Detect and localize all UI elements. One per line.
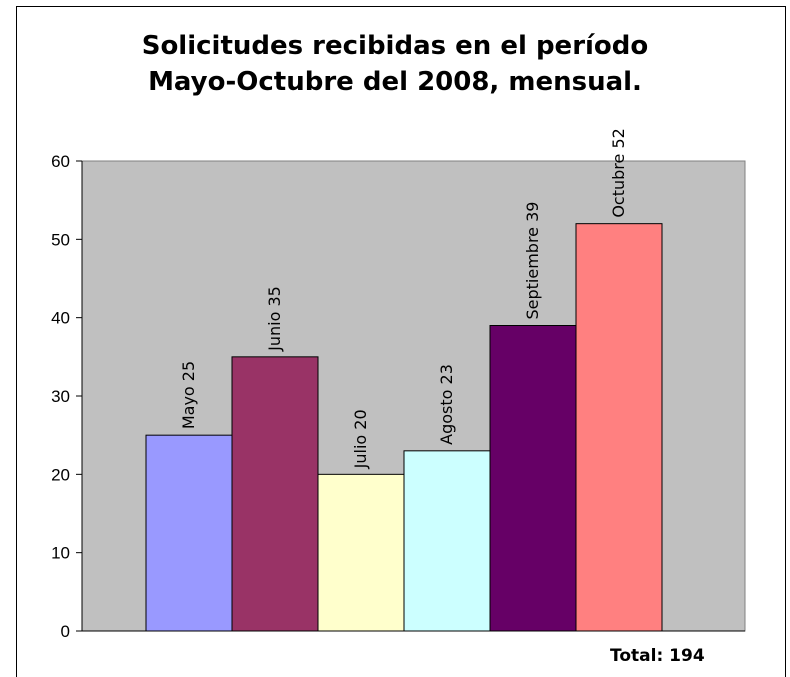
bar-septiembre: [489, 325, 577, 632]
total-label: Total: 194: [610, 646, 705, 666]
chart-title: Solicitudes recibidas en el período Mayo…: [0, 28, 790, 100]
bar-octubre: [575, 223, 663, 632]
chart-title-line-2: Mayo-Octubre del 2008, mensual.: [148, 67, 642, 97]
bar-mayo: [145, 434, 233, 632]
bar-label-mayo: Mayo 25: [179, 361, 198, 429]
y-tick-label-5: 50: [51, 230, 70, 249]
y-tick-label-1: 10: [51, 544, 70, 563]
bar-label-julio: Julio 20: [351, 409, 370, 469]
y-tick-label-0: 0: [61, 622, 70, 641]
y-tick-label-4: 40: [51, 309, 70, 328]
bar-junio: [231, 356, 319, 632]
bar-julio: [317, 473, 405, 632]
chart-title-line-1: Solicitudes recibidas en el período: [141, 31, 649, 61]
y-tick-label-6: 60: [51, 152, 70, 171]
bar-label-junio: Junio 35: [265, 286, 284, 352]
bar-label-agosto: Agosto 23: [437, 364, 456, 445]
bar-label-septiembre: Septiembre 39: [523, 202, 542, 320]
y-tick-label-2: 20: [51, 465, 70, 484]
bar-agosto: [403, 450, 491, 632]
bar-label-octubre: Octubre 52: [609, 128, 628, 217]
chart-frame: [16, 6, 786, 677]
y-tick-label-3: 30: [51, 387, 70, 406]
